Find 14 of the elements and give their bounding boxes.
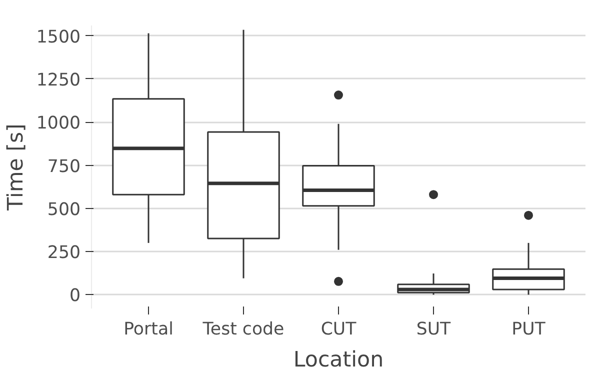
- y-axis-title: Time [s]: [3, 124, 28, 212]
- x-tick-label: CUT: [320, 320, 357, 340]
- x-tick-label: SUT: [416, 320, 452, 340]
- y-tick-label: 250: [47, 243, 81, 264]
- x-tick-label: Portal: [124, 320, 174, 340]
- y-tick-label: 1250: [36, 70, 81, 90]
- y-tick-label: 0: [69, 286, 81, 306]
- x-axis-title: Location: [293, 348, 384, 372]
- x-tick-label: PUT: [512, 320, 546, 340]
- y-tick-label: 1500: [36, 27, 81, 48]
- x-tick-label: Test code: [202, 320, 284, 340]
- y-tick-label: 500: [47, 200, 81, 220]
- y-tick-label: 750: [47, 156, 81, 177]
- y-tick-label: 1000: [36, 114, 81, 134]
